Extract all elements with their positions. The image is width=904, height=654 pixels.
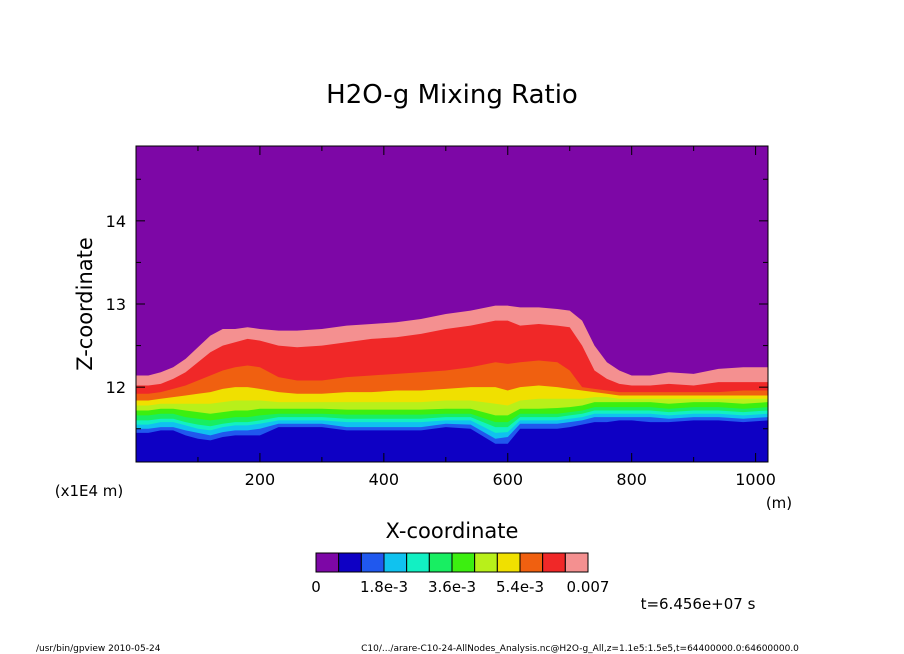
- colorbar-tick-label: 0.007: [567, 578, 610, 596]
- colorbar-tick-label: 5.4e-3: [496, 578, 544, 596]
- x-tick-label: 1000: [735, 470, 776, 489]
- x-tick-label: 600: [492, 470, 523, 489]
- colorbar-swatch: [428, 552, 453, 573]
- plot-area: 200 400 600 800 1000 12 13 14: [106, 145, 776, 489]
- colorbar-swatch: [496, 552, 521, 573]
- colorbar-tick-label: 0: [311, 578, 321, 596]
- colorbar-swatch: [406, 552, 430, 573]
- contour-bands: [136, 146, 768, 462]
- y-axis: 12 13 14: [106, 178, 768, 430]
- x-tick-label: 800: [616, 470, 647, 489]
- x-axis-unit: (m): [766, 494, 792, 512]
- colorbar-swatch: [383, 552, 408, 573]
- y-tick-label: 12: [106, 378, 126, 397]
- colorbar-swatch: [338, 552, 362, 573]
- colorbar-tick-label: 1.8e-3: [360, 578, 408, 596]
- colorbar-swatch: [542, 552, 566, 573]
- colorbar-swatch: [451, 552, 476, 573]
- colorbar-swatch: [315, 552, 340, 573]
- footer-program: /usr/bin/gpview 2010-05-24: [36, 644, 161, 654]
- y-tick-label: 13: [106, 295, 126, 314]
- band-1: [136, 420, 768, 462]
- chart-title: H2O-g Mixing Ratio: [326, 80, 578, 110]
- colorbar: 0 1.8e-3 3.6e-3 5.4e-3 0.007: [311, 552, 610, 596]
- colorbar-tick-label: 3.6e-3: [428, 578, 476, 596]
- colorbar-swatch: [474, 552, 498, 573]
- x-tick-label: 200: [245, 470, 276, 489]
- colorbar-swatch: [519, 552, 544, 573]
- footer-file: C10/.../arare-C10-24-AllNodes_Analysis.n…: [361, 644, 799, 654]
- y-tick-label: 14: [106, 212, 126, 231]
- colorbar-swatch: [564, 552, 589, 573]
- y-axis-unit: (x1E4 m): [55, 482, 124, 500]
- x-tick-label: 400: [369, 470, 400, 489]
- time-annotation: t=6.456e+07 s: [641, 595, 756, 613]
- y-axis-label: Z-coordinate: [73, 237, 97, 371]
- colorbar-swatch: [360, 552, 385, 573]
- x-axis: 200 400 600 800 1000: [197, 146, 776, 489]
- x-axis-label: X-coordinate: [386, 519, 519, 543]
